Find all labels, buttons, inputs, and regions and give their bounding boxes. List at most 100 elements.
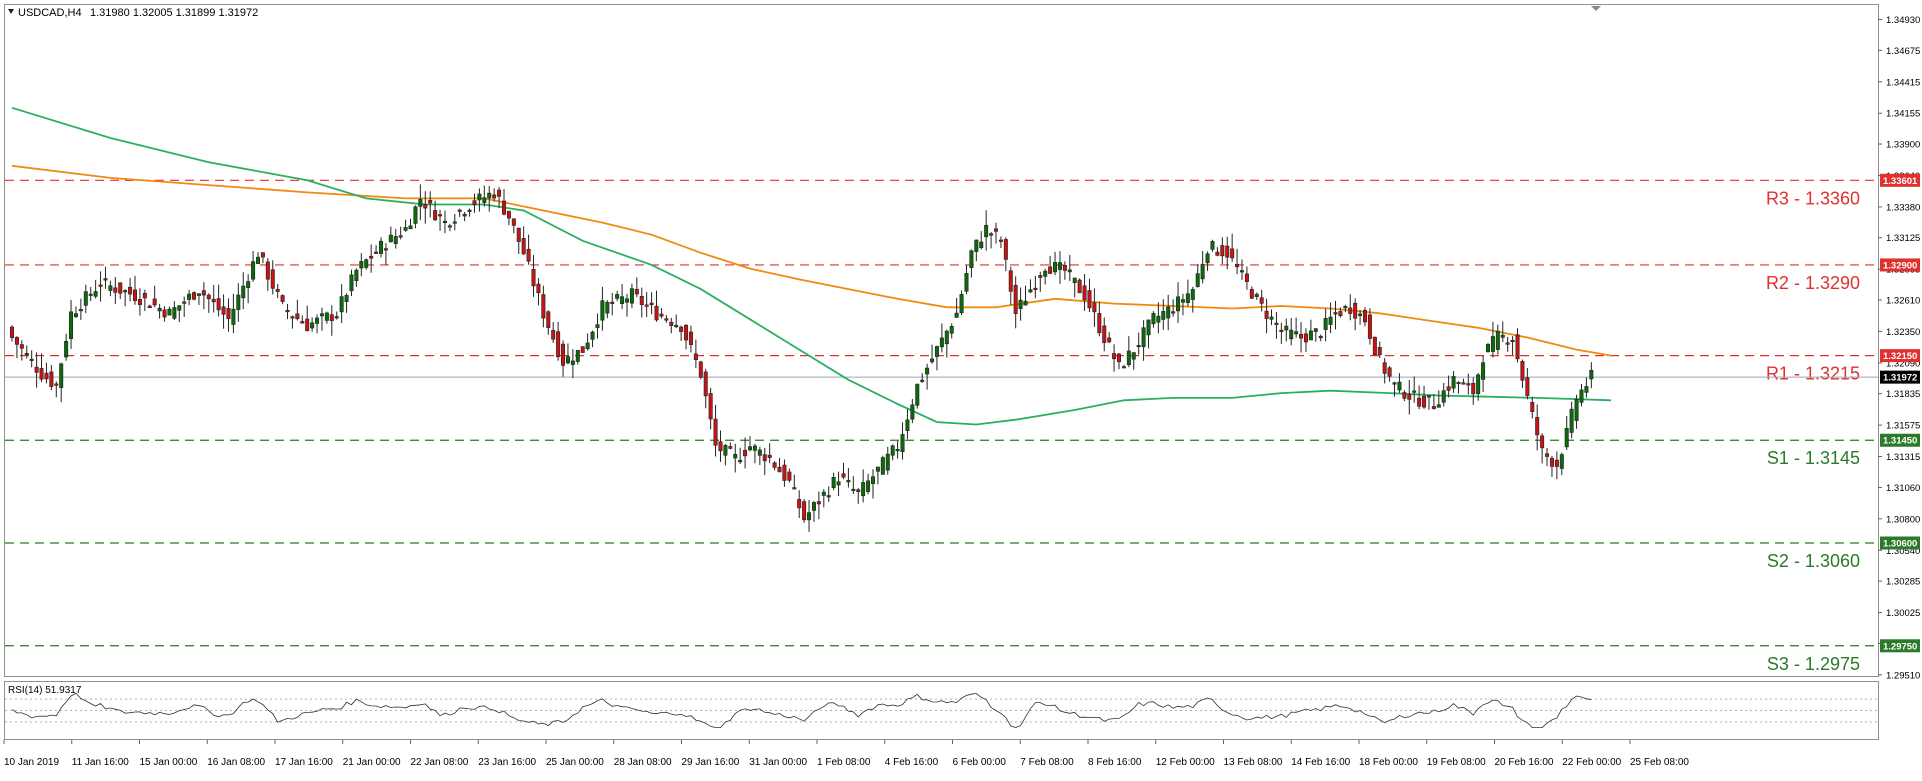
x-tick-label: 12 Feb 00:00 [1156, 757, 1215, 768]
candle [1185, 279, 1190, 307]
candle [905, 409, 910, 440]
candle-body [1530, 402, 1535, 412]
x-tick-label: 7 Feb 08:00 [1020, 757, 1074, 768]
candle-body [1377, 347, 1382, 355]
candle-body [1554, 459, 1559, 467]
candles [10, 184, 1594, 532]
level-label-4: S2 - 1.3060 [1767, 551, 1860, 571]
candle [1043, 268, 1048, 285]
candle-body [787, 471, 792, 481]
candle-body [541, 294, 546, 319]
rsi-panel [5, 692, 1878, 729]
candle-body [556, 331, 561, 358]
candle [1500, 321, 1505, 343]
candle-body [1299, 333, 1304, 339]
candle-body [1235, 263, 1240, 268]
candle [192, 291, 197, 301]
candle-body [162, 309, 167, 318]
candle [1303, 328, 1308, 353]
candle [349, 269, 354, 297]
dropdown-arrow-icon[interactable] [1591, 6, 1601, 11]
candle-body [1564, 427, 1569, 448]
candle [615, 290, 620, 302]
candle-body [1481, 362, 1486, 380]
x-tick-label: 1 Feb 08:00 [817, 757, 871, 768]
candle-body [1210, 241, 1215, 250]
candle [206, 293, 211, 313]
candle [1279, 322, 1284, 344]
candle-body [73, 313, 78, 317]
price-tag-5: 1.29750 [1883, 641, 1917, 652]
candle [433, 200, 438, 221]
candle [251, 250, 256, 282]
candle-body [1176, 296, 1181, 312]
candle [54, 381, 59, 398]
candle [1431, 394, 1436, 410]
candle-body [442, 220, 447, 224]
candle [103, 266, 108, 289]
candle-body [1141, 327, 1146, 348]
moving-averages [11, 106, 1612, 426]
candle [1426, 395, 1431, 410]
candle [1269, 309, 1274, 326]
candle-body [747, 446, 752, 451]
y-tick-label: 1.29510 [1886, 670, 1920, 681]
candle [634, 277, 639, 298]
rsi-frame [4, 681, 1879, 740]
candle-body [703, 371, 708, 397]
candle-body [1353, 302, 1358, 319]
level-label-2: R1 - 1.3215 [1766, 364, 1860, 384]
candle [728, 442, 733, 450]
candle-body [905, 419, 910, 431]
candle [167, 306, 172, 316]
candle-body [1156, 315, 1161, 323]
candle [1259, 289, 1264, 312]
caret-down-icon[interactable] [8, 9, 14, 14]
candle-body [1471, 383, 1476, 395]
candle-body [477, 193, 482, 201]
candle [802, 499, 807, 523]
candle-body [649, 302, 654, 306]
candle [457, 208, 462, 217]
candle [1402, 390, 1407, 402]
y-tick-label: 1.34675 [1886, 46, 1920, 57]
candle-body [1446, 386, 1451, 391]
candle-body [1102, 325, 1107, 343]
candle [157, 303, 162, 319]
candle-body [811, 502, 816, 511]
candle-body [993, 228, 998, 232]
candle-body [1525, 377, 1530, 396]
candle [565, 343, 570, 365]
candle [1018, 287, 1023, 321]
candle-body [14, 337, 19, 345]
candle-body [1466, 383, 1471, 386]
candle-body [418, 199, 423, 207]
candle-body [167, 308, 172, 316]
candle [826, 486, 831, 502]
candle [1121, 364, 1126, 369]
candle-body [1244, 273, 1249, 282]
candle [1559, 452, 1564, 476]
candle [1200, 250, 1205, 284]
candle-body [885, 453, 890, 471]
candle [1112, 344, 1117, 372]
candle-body [280, 295, 285, 302]
candle-body [826, 495, 831, 498]
candle-body [34, 366, 39, 373]
candle [590, 330, 595, 348]
candle [403, 219, 408, 232]
sma-green-line [11, 106, 1612, 426]
candle-body [565, 356, 570, 364]
candle [482, 185, 487, 207]
rsi-label: RSI(14) 51.9317 [8, 685, 82, 696]
candle [290, 315, 295, 329]
candle-body [974, 239, 979, 252]
candle [1003, 237, 1008, 272]
candle [216, 284, 221, 317]
candle-body [1062, 265, 1067, 271]
candle-body [1540, 435, 1545, 449]
candle [1176, 282, 1181, 323]
candle [669, 317, 674, 334]
candle [270, 260, 275, 295]
